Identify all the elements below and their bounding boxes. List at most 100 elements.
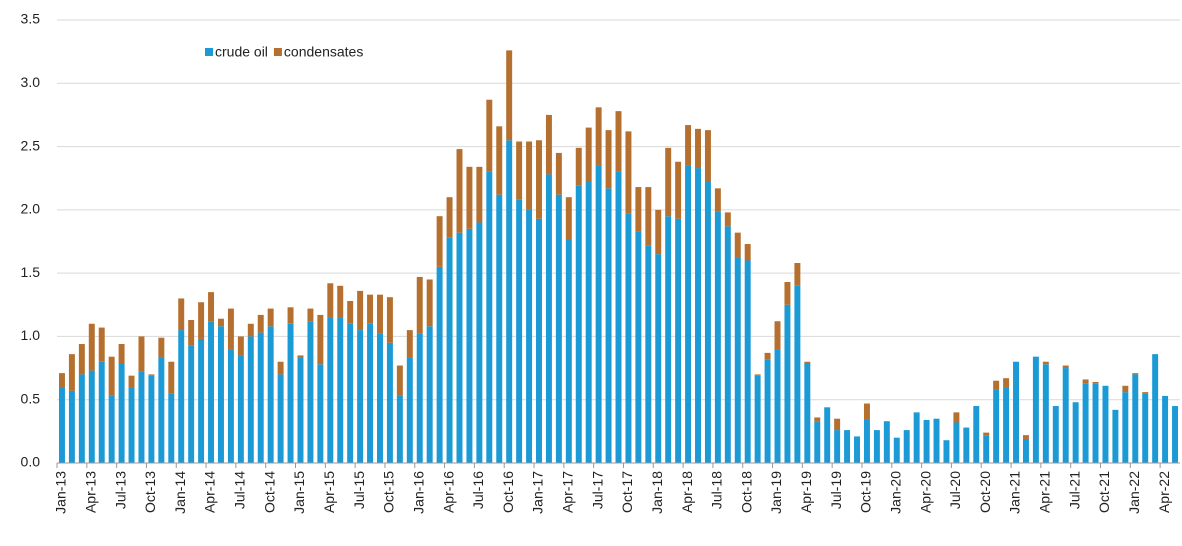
x-tick-label: Apr-18 — [679, 471, 695, 513]
bar-segment — [416, 333, 423, 463]
bar-segment — [1132, 373, 1139, 375]
bar-segment — [178, 298, 185, 331]
bar-segment — [695, 128, 701, 169]
bar-segment — [496, 194, 503, 463]
x-tick-label: Apr-19 — [798, 471, 814, 513]
bar-segment — [88, 370, 95, 463]
bar-segment — [78, 344, 85, 375]
bar-segment — [754, 374, 761, 376]
bar-segment — [685, 125, 692, 166]
bar-segment — [168, 361, 175, 394]
x-tick-label: Jan-21 — [1007, 471, 1023, 514]
bar-segment — [804, 361, 811, 364]
bar-segment — [506, 50, 513, 141]
bar-segment — [1022, 438, 1029, 463]
x-tick-label: Apr-21 — [1037, 471, 1053, 513]
bar-segment — [307, 308, 314, 322]
bar-segment — [217, 318, 224, 327]
bar-segment — [277, 361, 284, 375]
bar-segment — [575, 147, 582, 186]
bar-segment — [734, 257, 741, 463]
bar-segment — [655, 254, 662, 463]
bar-segment — [1172, 406, 1179, 463]
bar-segment — [1122, 392, 1129, 463]
bar-segment — [98, 327, 105, 362]
bar-segment — [138, 336, 145, 372]
y-tick-label: 2.5 — [21, 137, 41, 153]
x-tick-label: Jul-16 — [470, 471, 486, 509]
bar-segment — [1013, 361, 1020, 463]
bar-segment — [655, 209, 662, 255]
bar-segment — [1102, 385, 1109, 463]
bar-segment — [844, 430, 851, 463]
bar-segment — [1122, 385, 1129, 393]
bar-segment — [993, 389, 1000, 463]
bar-segment — [307, 321, 314, 463]
bar-segment — [595, 165, 602, 464]
bar-segment — [406, 330, 413, 358]
bar-segment — [774, 349, 781, 463]
bar-segment — [635, 231, 642, 463]
bar-segment — [367, 294, 374, 324]
y-tick-label: 0.0 — [21, 454, 41, 470]
x-tick-label: Apr-20 — [917, 471, 933, 513]
x-tick-label: Jan-13 — [53, 471, 69, 514]
x-tick-label: Jan-17 — [530, 471, 546, 514]
bar-segment — [764, 359, 771, 463]
x-tick-label: Oct-15 — [381, 471, 397, 513]
x-tick-label: Jul-20 — [947, 471, 963, 509]
x-tick-label: Jul-19 — [828, 471, 844, 509]
x-tick-label: Jan-16 — [410, 471, 426, 514]
bar-segment — [873, 430, 880, 463]
bar-segment — [516, 199, 523, 463]
bar-segment — [267, 308, 274, 327]
bar-segment — [526, 141, 533, 210]
bar-segment — [377, 333, 383, 463]
bar-segment — [734, 232, 741, 258]
bar-segment — [754, 375, 761, 463]
bar-segment — [605, 188, 612, 463]
bar-segment — [704, 130, 711, 183]
bar-segment — [287, 307, 294, 324]
bar-segment — [337, 317, 344, 463]
x-tick-label: Jan-22 — [1126, 471, 1142, 514]
bar-segment — [943, 440, 950, 463]
bar-segment — [247, 336, 254, 463]
bar-segment — [983, 435, 990, 463]
bar-segment — [456, 149, 463, 233]
x-tick-label: Jan-15 — [291, 471, 307, 514]
bar-segment — [1052, 406, 1059, 463]
bar-segment — [704, 182, 711, 464]
bar-segment — [476, 222, 483, 463]
x-tick-label: Oct-18 — [738, 471, 754, 513]
bar-segment — [784, 304, 791, 463]
bar-segment — [237, 355, 244, 463]
x-tick-label: Jan-14 — [172, 471, 188, 514]
bar-segment — [774, 321, 781, 350]
bar-segment — [1132, 374, 1139, 463]
bar-segment — [367, 323, 374, 463]
bar-segment — [1152, 354, 1159, 463]
bar-segment — [1092, 383, 1099, 463]
bar-segment — [893, 437, 900, 463]
bar-segment — [903, 430, 910, 463]
bar-segment — [426, 279, 433, 327]
bar-segment — [466, 228, 473, 463]
bar-segment — [526, 209, 533, 463]
bar-segment — [297, 355, 304, 358]
bar-segment — [645, 187, 652, 246]
bar-segment — [744, 260, 751, 463]
bar-segment — [297, 357, 304, 463]
bar-segment — [565, 238, 572, 463]
x-tick-label: Apr-13 — [82, 471, 98, 513]
bar-segment — [834, 418, 841, 431]
bar-segment — [227, 308, 234, 350]
bar-segment — [1072, 402, 1079, 463]
bar-segment — [436, 216, 443, 267]
bar-segment — [536, 140, 542, 219]
bar-segment — [595, 107, 602, 166]
bar-segment — [58, 387, 65, 463]
bar-segment — [476, 166, 483, 223]
bar-segment — [555, 194, 562, 463]
